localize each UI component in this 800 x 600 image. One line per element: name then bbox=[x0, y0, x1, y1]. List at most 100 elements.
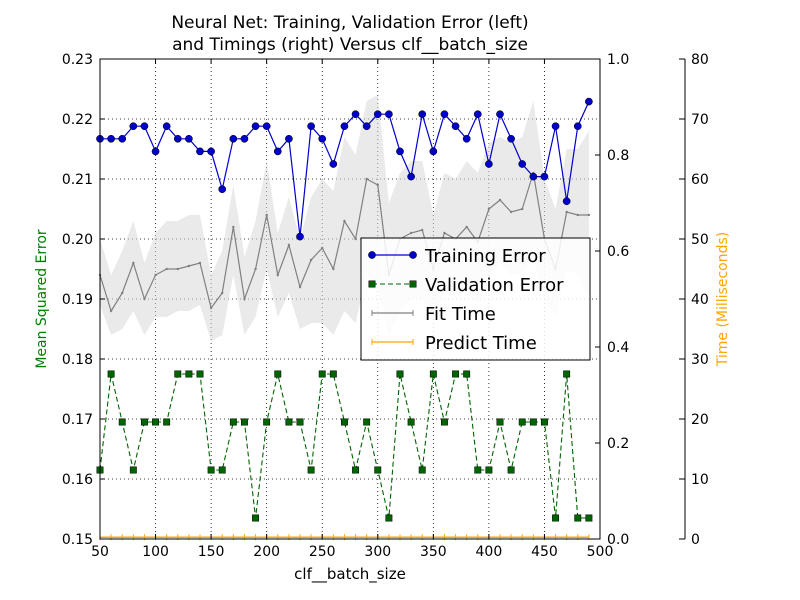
training-error-point bbox=[496, 110, 504, 119]
validation-error-point bbox=[163, 418, 171, 426]
fit-time-point bbox=[265, 213, 268, 217]
legend-label: Fit Time bbox=[425, 304, 496, 325]
legend-label: Predict Time bbox=[425, 333, 537, 354]
training-error-point bbox=[351, 110, 360, 119]
training-error-point bbox=[373, 110, 382, 119]
training-error-point bbox=[151, 147, 160, 156]
fit-time-point bbox=[443, 231, 446, 235]
y-right-tick-label: 10 bbox=[691, 472, 709, 488]
legend: Training Error Validation Error Fit Time Pr… bbox=[360, 237, 591, 361]
fit-time-point bbox=[309, 258, 313, 262]
training-error-point bbox=[240, 134, 249, 143]
y-mid-tick-label: 0.6 bbox=[607, 244, 629, 260]
y-right-tick-label: 0 bbox=[691, 532, 700, 548]
validation-error-point bbox=[463, 370, 471, 378]
training-error-point bbox=[162, 122, 171, 131]
training-error-point bbox=[307, 122, 315, 131]
y-left-axis-label: Mean Squared Error bbox=[34, 229, 50, 369]
y-left-tick-label: 0.19 bbox=[62, 292, 93, 308]
training-error-point bbox=[540, 172, 549, 181]
training-error-point bbox=[462, 134, 471, 143]
y-left-tick-label: 0.17 bbox=[62, 412, 93, 428]
training-error-point bbox=[229, 134, 238, 143]
training-error-point bbox=[107, 134, 115, 143]
validation-error-point bbox=[418, 466, 426, 474]
fit-time-point bbox=[376, 183, 379, 187]
fit-time-point bbox=[287, 243, 291, 247]
validation-error-point bbox=[207, 466, 215, 474]
x-tick-label: 150 bbox=[198, 544, 225, 560]
x-tick-label: 400 bbox=[476, 544, 503, 560]
training-error-point bbox=[173, 134, 182, 143]
chart-title-line: and Timings (right) Versus clf__batch_si… bbox=[172, 35, 528, 55]
y-mid-tick-label: 0.8 bbox=[607, 148, 629, 164]
training-error-point bbox=[585, 97, 593, 106]
training-error-point bbox=[273, 147, 282, 156]
training-error-point bbox=[140, 122, 149, 131]
y-right-tick-label: 80 bbox=[691, 52, 709, 68]
legend-swatch bbox=[368, 251, 376, 259]
training-error-point bbox=[551, 122, 560, 131]
legend-swatch bbox=[409, 251, 417, 259]
validation-error-point bbox=[252, 514, 260, 522]
fit-time-point bbox=[409, 231, 413, 235]
validation-error-point bbox=[107, 370, 115, 378]
validation-error-point bbox=[274, 370, 282, 378]
y-left-tick-label: 0.18 bbox=[62, 352, 93, 368]
fit-time-point bbox=[154, 273, 157, 277]
validation-error-point bbox=[218, 466, 226, 474]
y-left-tick-label: 0.23 bbox=[62, 52, 93, 68]
training-error-point bbox=[573, 122, 582, 131]
validation-error-point bbox=[363, 418, 371, 426]
validation-error-line bbox=[99, 373, 589, 519]
validation-error-point bbox=[307, 466, 315, 474]
fit-time-point bbox=[254, 267, 257, 271]
training-error-point bbox=[218, 185, 227, 194]
fit-time-point bbox=[198, 261, 202, 265]
y-right-tick-label: 40 bbox=[691, 292, 709, 308]
fit-time-point bbox=[209, 306, 213, 310]
training-error-point bbox=[296, 232, 304, 241]
validation-error-point bbox=[552, 514, 560, 522]
fit-time-point bbox=[421, 228, 424, 232]
y-right-tick-label: 50 bbox=[691, 232, 709, 248]
validation-error-point bbox=[285, 418, 293, 426]
training-error-point bbox=[318, 134, 327, 143]
validation-error-point bbox=[140, 418, 148, 426]
x-tick-label: 450 bbox=[531, 544, 558, 560]
x-tick-label: 300 bbox=[364, 544, 391, 560]
validation-error-point bbox=[429, 370, 437, 378]
training-error-point bbox=[529, 172, 538, 181]
fit-time-point bbox=[243, 297, 246, 301]
legend-label: Training Error bbox=[424, 246, 546, 267]
training-error-point bbox=[429, 147, 438, 156]
x-tick-label: 250 bbox=[309, 544, 336, 560]
training-error-point bbox=[485, 160, 493, 168]
validation-error-point bbox=[540, 418, 548, 426]
y-right-tick-label: 60 bbox=[691, 172, 709, 188]
validation-error-point bbox=[396, 370, 404, 378]
validation-error-point bbox=[518, 418, 526, 426]
y-mid-tick-label: 1.0 bbox=[607, 52, 629, 68]
y-right-axis-label: Time (Milliseconds) bbox=[715, 232, 731, 368]
validation-error-point bbox=[496, 418, 504, 426]
validation-error-point bbox=[229, 418, 237, 426]
y-mid-tick-label: 0.4 bbox=[607, 340, 629, 356]
fit-time-point bbox=[165, 267, 168, 271]
fit-time-point bbox=[365, 177, 368, 181]
y-left-tick-label: 0.16 bbox=[62, 472, 93, 488]
validation-error-point bbox=[385, 514, 393, 522]
training-error-point bbox=[129, 122, 138, 131]
validation-error-point bbox=[240, 418, 248, 426]
training-error-point bbox=[562, 197, 571, 206]
validation-error-point bbox=[352, 466, 360, 474]
validation-error-point bbox=[129, 466, 137, 474]
y-right-tick-label: 70 bbox=[691, 112, 709, 128]
fit-time-point bbox=[521, 207, 524, 211]
training-error-point bbox=[340, 122, 349, 131]
fit-time-point bbox=[109, 309, 113, 313]
fit-time-point bbox=[132, 261, 135, 265]
x-tick-label: 500 bbox=[587, 544, 614, 560]
y-right-tick-label: 20 bbox=[691, 412, 709, 428]
